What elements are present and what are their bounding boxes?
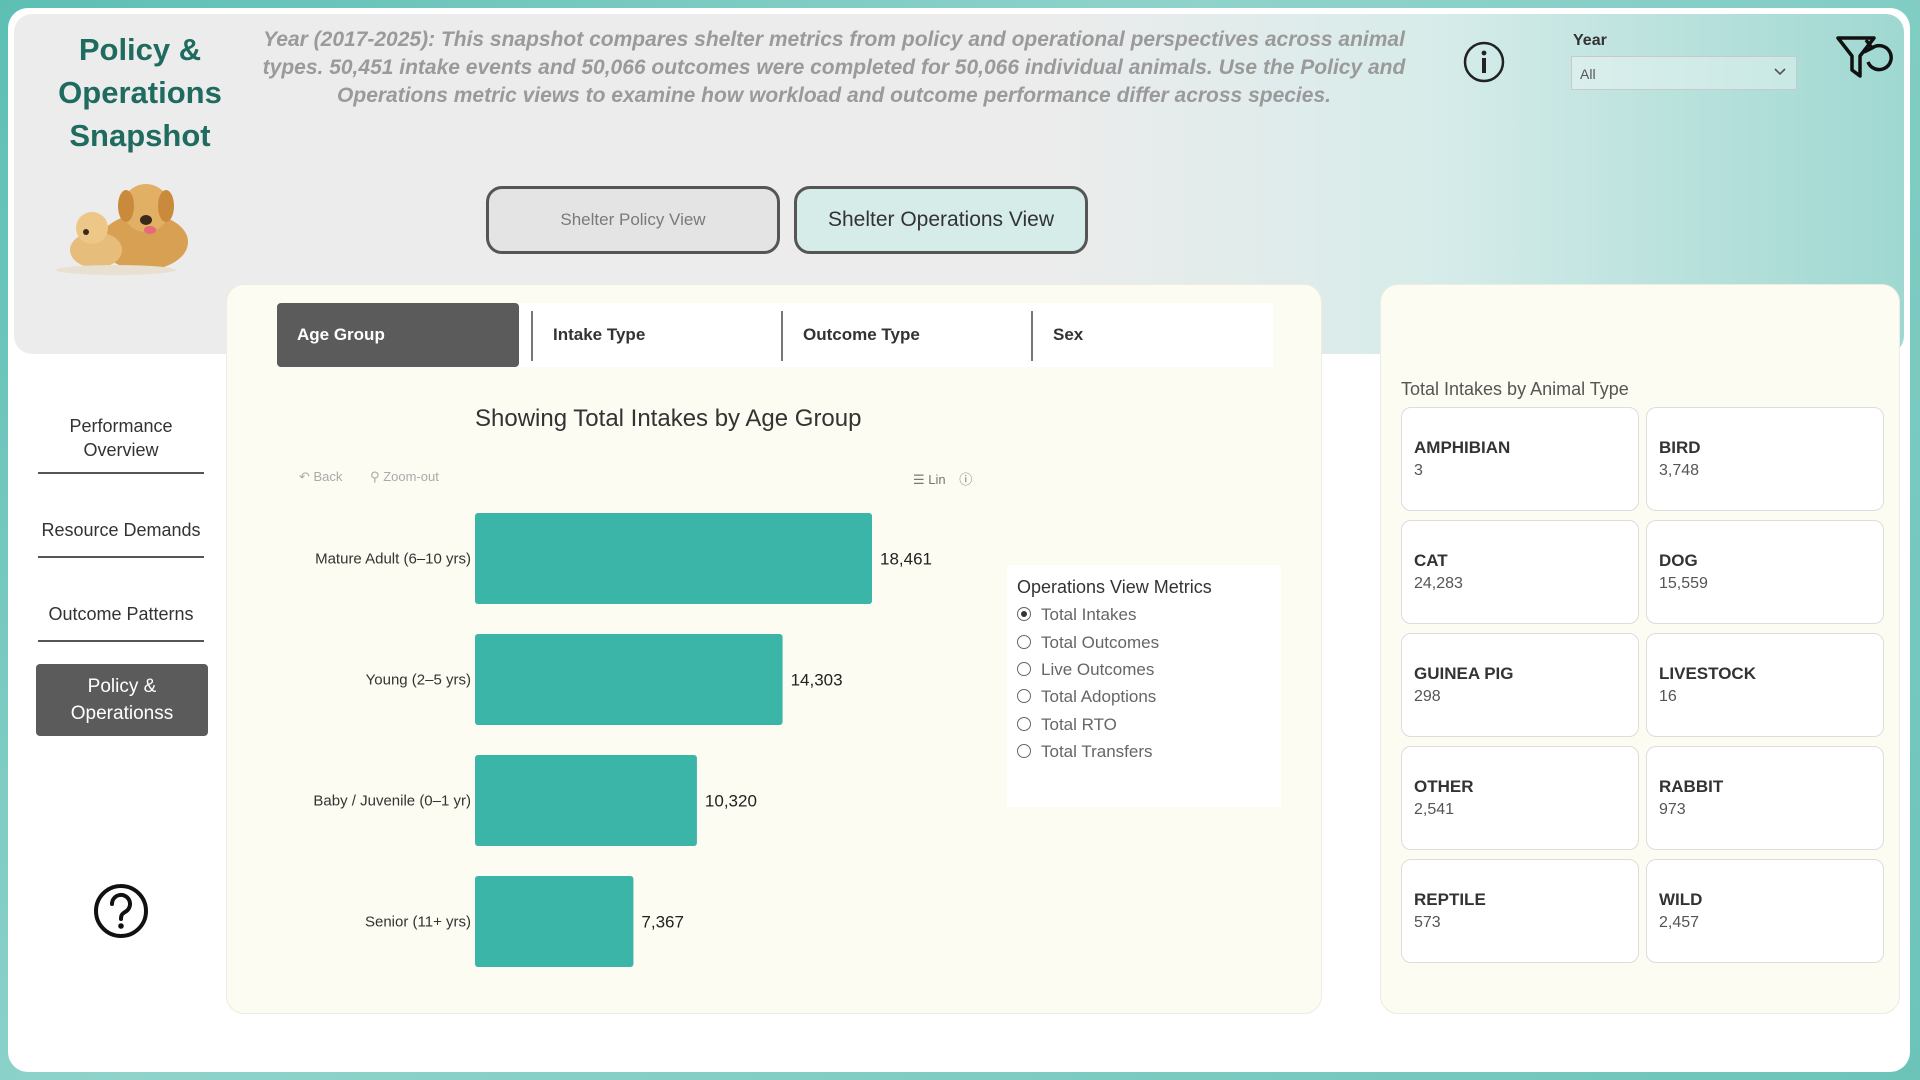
animal-type-tile[interactable]: BIRD 3,748 <box>1646 407 1884 511</box>
animal-type-title: Total Intakes by Animal Type <box>1401 379 1629 399</box>
bar[interactable] <box>475 634 783 725</box>
bar[interactable] <box>475 876 634 967</box>
animal-type-name: OTHER <box>1414 777 1474 796</box>
help-icon[interactable] <box>92 882 150 940</box>
animal-type-value: 973 <box>1659 801 1686 818</box>
animal-type-name: CAT <box>1414 551 1448 570</box>
chart-title: Showing Total Intakes by Age Group <box>475 405 862 432</box>
category-label: Baby / Juvenile (0–1 yr) <box>313 793 471 810</box>
page-title: Policy & Operations Snapshot <box>58 32 222 153</box>
animal-type-tile[interactable]: GUINEA PIG 298 <box>1401 633 1639 737</box>
tab-intake-type[interactable]: Intake Type <box>553 325 646 344</box>
radio-panel-title: Operations View Metrics <box>1017 577 1212 597</box>
radio-dot <box>1017 744 1031 758</box>
animal-type-value: 298 <box>1414 688 1441 705</box>
bar-value-label: 10,320 <box>705 792 757 811</box>
dogs-illustration <box>56 184 188 275</box>
category-label: Mature Adult (6–10 yrs) <box>315 551 471 568</box>
animal-type-tile[interactable]: LIVESTOCK 16 <box>1646 633 1884 737</box>
radio-dot <box>1017 607 1031 621</box>
sidebar-item-resource-demands[interactable]: Resource Demands <box>41 520 201 540</box>
category-label: Senior (11+ yrs) <box>365 914 471 931</box>
animal-type-tile[interactable]: DOG 15,559 <box>1646 520 1884 624</box>
sidebar-item-performance-overview[interactable]: Performance Overview <box>69 416 173 460</box>
animal-type-name: AMPHIBIAN <box>1414 438 1511 457</box>
year-dropdown[interactable]: All <box>1571 56 1797 90</box>
radio-dot <box>1017 689 1031 703</box>
animal-type-name: BIRD <box>1659 438 1701 457</box>
info-icon[interactable] <box>1462 40 1506 84</box>
scale-toggle-button[interactable]: ☰ Lin <box>913 472 946 487</box>
reset-filter-icon[interactable] <box>1834 32 1896 88</box>
animal-type-name: RABBIT <box>1659 777 1724 796</box>
tab-outcome-type[interactable]: Outcome Type <box>803 325 920 344</box>
bar[interactable] <box>475 513 872 604</box>
tab-divider <box>781 311 783 361</box>
radio-total-rto[interactable]: Total RTO <box>1017 715 1117 735</box>
animal-type-value: 15,559 <box>1659 575 1708 592</box>
animal-type-name: DOG <box>1659 551 1698 570</box>
tab-divider <box>1031 311 1033 361</box>
animal-type-name: LIVESTOCK <box>1659 664 1756 683</box>
animal-type-value: 3,748 <box>1659 462 1700 479</box>
year-filter-label: Year <box>1573 32 1607 49</box>
chevron-down-icon <box>1774 68 1786 76</box>
tab-age-group[interactable]: Age Group <box>277 303 519 367</box>
sidebar-divider <box>38 640 204 642</box>
shelter-operations-view-button[interactable]: Shelter Operations View <box>794 186 1088 254</box>
bar-value-label: 14,303 <box>791 671 843 690</box>
tab-sex[interactable]: Sex <box>1053 325 1084 344</box>
back-button[interactable]: ↶ Back <box>299 469 343 484</box>
operations-metrics-selector: Operations View Metrics Total Intakes To… <box>1007 565 1281 807</box>
chart-help-icon[interactable]: ⓘ <box>959 472 973 487</box>
chart-toolbar: ↶ Back ⚲ Zoom-out <box>299 469 463 485</box>
animal-type-value: 16 <box>1659 688 1677 705</box>
animal-type-tile[interactable]: RABBIT 973 <box>1646 746 1884 850</box>
radio-total-adoptions[interactable]: Total Adoptions <box>1017 687 1156 707</box>
chart-card: Age Group Intake Type Outcome Type Sex S… <box>226 284 1322 1014</box>
animal-type-tile[interactable]: AMPHIBIAN 3 <box>1401 407 1639 511</box>
sidebar-item-outcome-patterns[interactable]: Outcome Patterns <box>48 604 194 624</box>
tab-bar: Age Group Intake Type Outcome Type Sex <box>277 303 1273 367</box>
radio-dot <box>1017 635 1031 649</box>
bar-chart: Mature Adult (6–10 yrs) 18,461 Young (2–5 … <box>313 513 932 967</box>
radio-live-outcomes[interactable]: Live Outcomes <box>1017 660 1154 680</box>
animal-type-tile[interactable]: WILD 2,457 <box>1646 859 1884 963</box>
animal-type-value: 2,457 <box>1659 914 1700 931</box>
animal-type-tile[interactable]: REPTILE 573 <box>1401 859 1639 963</box>
animal-type-value: 2,541 <box>1414 801 1455 818</box>
year-dropdown-value: All <box>1580 66 1596 82</box>
app-frame: Policy & Operations Snapshot Year (2017-… <box>8 8 1910 1072</box>
tab-divider <box>531 311 533 361</box>
bar[interactable] <box>475 755 697 846</box>
sidebar-item-policy-operations[interactable]: Policy & Operationss <box>36 664 208 736</box>
animal-type-value: 3 <box>1414 462 1423 479</box>
animal-type-name: WILD <box>1659 890 1703 909</box>
radio-total-transfers[interactable]: Total Transfers <box>1017 742 1153 762</box>
radio-total-intakes[interactable]: Total Intakes <box>1017 605 1136 625</box>
chart-scale-toolbar: ☰ Lin ⓘ <box>913 469 972 488</box>
animal-type-tile[interactable]: OTHER 2,541 <box>1401 746 1639 850</box>
radio-dot <box>1017 717 1031 731</box>
page-description: Year (2017-2025): This snapshot compares… <box>262 28 1406 107</box>
animal-type-value: 24,283 <box>1414 575 1463 592</box>
zoom-out-button[interactable]: ⚲ Zoom-out <box>370 469 439 484</box>
bar-value-label: 7,367 <box>641 913 684 932</box>
animal-type-card: Total Intakes by Animal Type AMPHIBIAN 3 B… <box>1380 284 1900 1014</box>
animal-type-name: REPTILE <box>1414 890 1486 909</box>
animal-type-tile[interactable]: CAT 24,283 <box>1401 520 1639 624</box>
category-label: Young (2–5 yrs) <box>366 672 471 689</box>
animal-type-value: 573 <box>1414 914 1441 931</box>
bar-value-label: 18,461 <box>880 550 932 569</box>
radio-total-outcomes[interactable]: Total Outcomes <box>1017 633 1159 653</box>
sidebar-divider <box>38 556 204 558</box>
shelter-policy-view-button[interactable]: Shelter Policy View <box>486 186 780 254</box>
sidebar-divider <box>38 472 204 474</box>
animal-type-name: GUINEA PIG <box>1414 664 1514 683</box>
radio-dot <box>1017 662 1031 676</box>
